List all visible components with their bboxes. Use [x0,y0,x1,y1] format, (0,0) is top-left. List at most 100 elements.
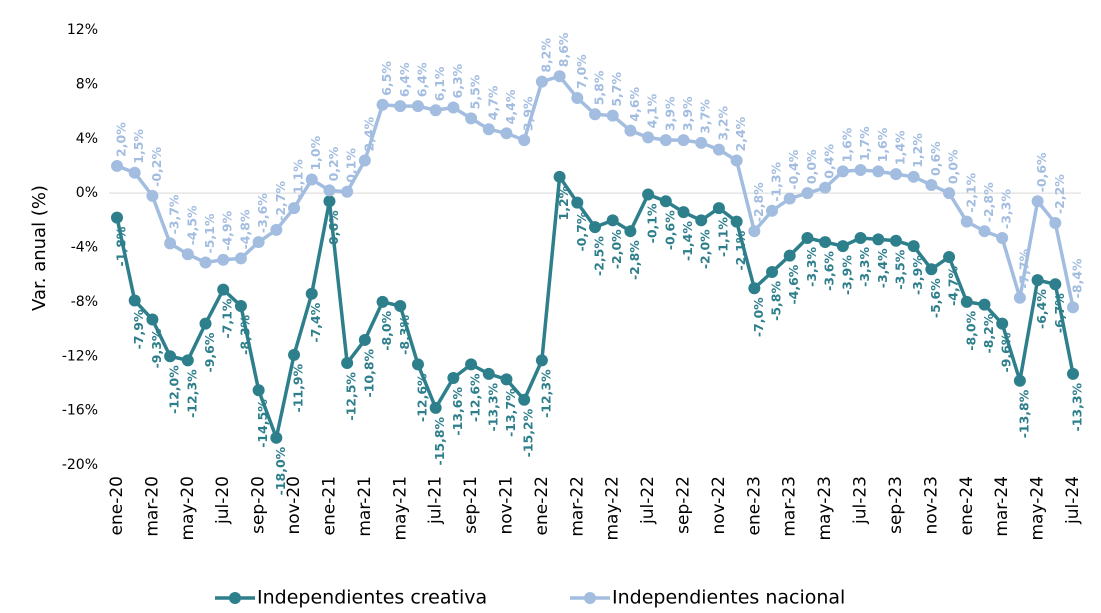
value-label: -7,0% [751,297,766,337]
point [482,123,495,136]
value-label: -9,6% [999,332,1014,372]
point [642,188,655,201]
point [305,173,318,186]
value-label: -13,3% [1070,382,1085,431]
point [111,159,123,172]
point [358,333,371,346]
point [960,215,973,228]
value-label: 0,0% [804,149,819,184]
y-tick-label: -12% [62,348,98,364]
value-label: 0,4% [822,144,837,179]
value-label: -4,5% [184,205,199,245]
point [783,249,796,262]
point [500,127,513,140]
value-label: 3,2% [715,105,730,140]
value-label: -8,3% [237,314,252,354]
point [606,214,619,227]
point [659,134,672,147]
value-label: -13,3% [485,382,500,431]
value-label: -12,0% [167,365,182,414]
y-tick-label: -20% [62,457,98,473]
value-label: -5,1% [202,213,217,253]
value-label: -3,5% [892,249,907,289]
x-tick-label: nov-20 [284,476,304,535]
value-label: -3,3% [999,189,1014,229]
value-label: 4,7% [485,85,500,120]
value-label: -12,5% [344,372,359,421]
value-label: -4,7% [946,266,961,306]
point [854,231,867,244]
value-label: 1,2% [910,133,925,168]
point [695,214,708,227]
x-tick-label: jul-24 [1063,476,1083,525]
value-label: -2,8% [981,182,996,222]
x-tick-label: mar-24 [992,476,1012,537]
point [801,231,814,244]
x-tick-label: ene-24 [957,476,977,535]
point [677,206,690,219]
value-label: 7,0% [574,54,589,89]
point [518,134,531,147]
value-label: -1,4% [680,221,695,261]
value-label: -4,8% [237,209,252,249]
value-label: -6,4% [1034,289,1049,329]
point [659,195,672,208]
point [642,131,655,144]
legend-label: Independientes nacional [612,587,845,609]
point [695,136,708,149]
value-label: -8,3% [397,314,412,354]
point [128,166,141,179]
value-label: 4,1% [645,93,660,128]
point [234,252,247,265]
x-tick-label: may-22 [603,476,623,541]
value-label: -1,3% [769,161,784,201]
point [252,384,265,397]
point [978,298,991,311]
value-label: -7,9% [131,309,146,349]
point [411,358,424,371]
point [571,91,584,104]
value-label: 5,5% [468,74,483,109]
value-label: -3,9% [839,255,854,295]
point [482,367,495,380]
point [323,195,336,208]
point [1067,367,1079,380]
point [589,221,601,234]
y-tick-label: -8% [71,294,98,310]
y-tick-label: 8% [76,76,98,92]
point [288,348,301,361]
value-label: -2,7% [273,180,288,220]
value-label: 4,6% [627,86,642,121]
x-tick-label: mar-22 [567,476,587,537]
value-label: -12,6% [468,373,483,422]
point [1013,291,1026,304]
point [164,237,177,250]
value-label: -0,6% [326,210,341,250]
value-label: -0,4% [786,149,801,189]
point [854,164,867,177]
value-label: 6,4% [397,62,412,97]
value-label: -8,0% [963,310,978,350]
point [270,431,283,444]
value-label: 2,4% [361,116,376,151]
value-label: -0,6% [1034,152,1049,192]
point [535,354,548,367]
point [394,100,407,113]
point [925,178,938,191]
value-label: -4,9% [220,210,235,250]
value-label: -12,3% [538,369,553,418]
value-label: -0,7% [574,211,589,251]
x-tick-label: may-23 [815,476,835,541]
value-label: -14,5% [255,399,270,448]
value-label: 6,5% [379,61,394,96]
value-label: -13,7% [503,388,518,437]
point [766,204,779,217]
point [465,358,478,371]
value-label: 1,7% [857,126,872,161]
point [606,109,619,122]
point [518,393,531,406]
point [288,202,301,215]
value-label: 3,9% [662,96,677,131]
point [925,263,938,276]
